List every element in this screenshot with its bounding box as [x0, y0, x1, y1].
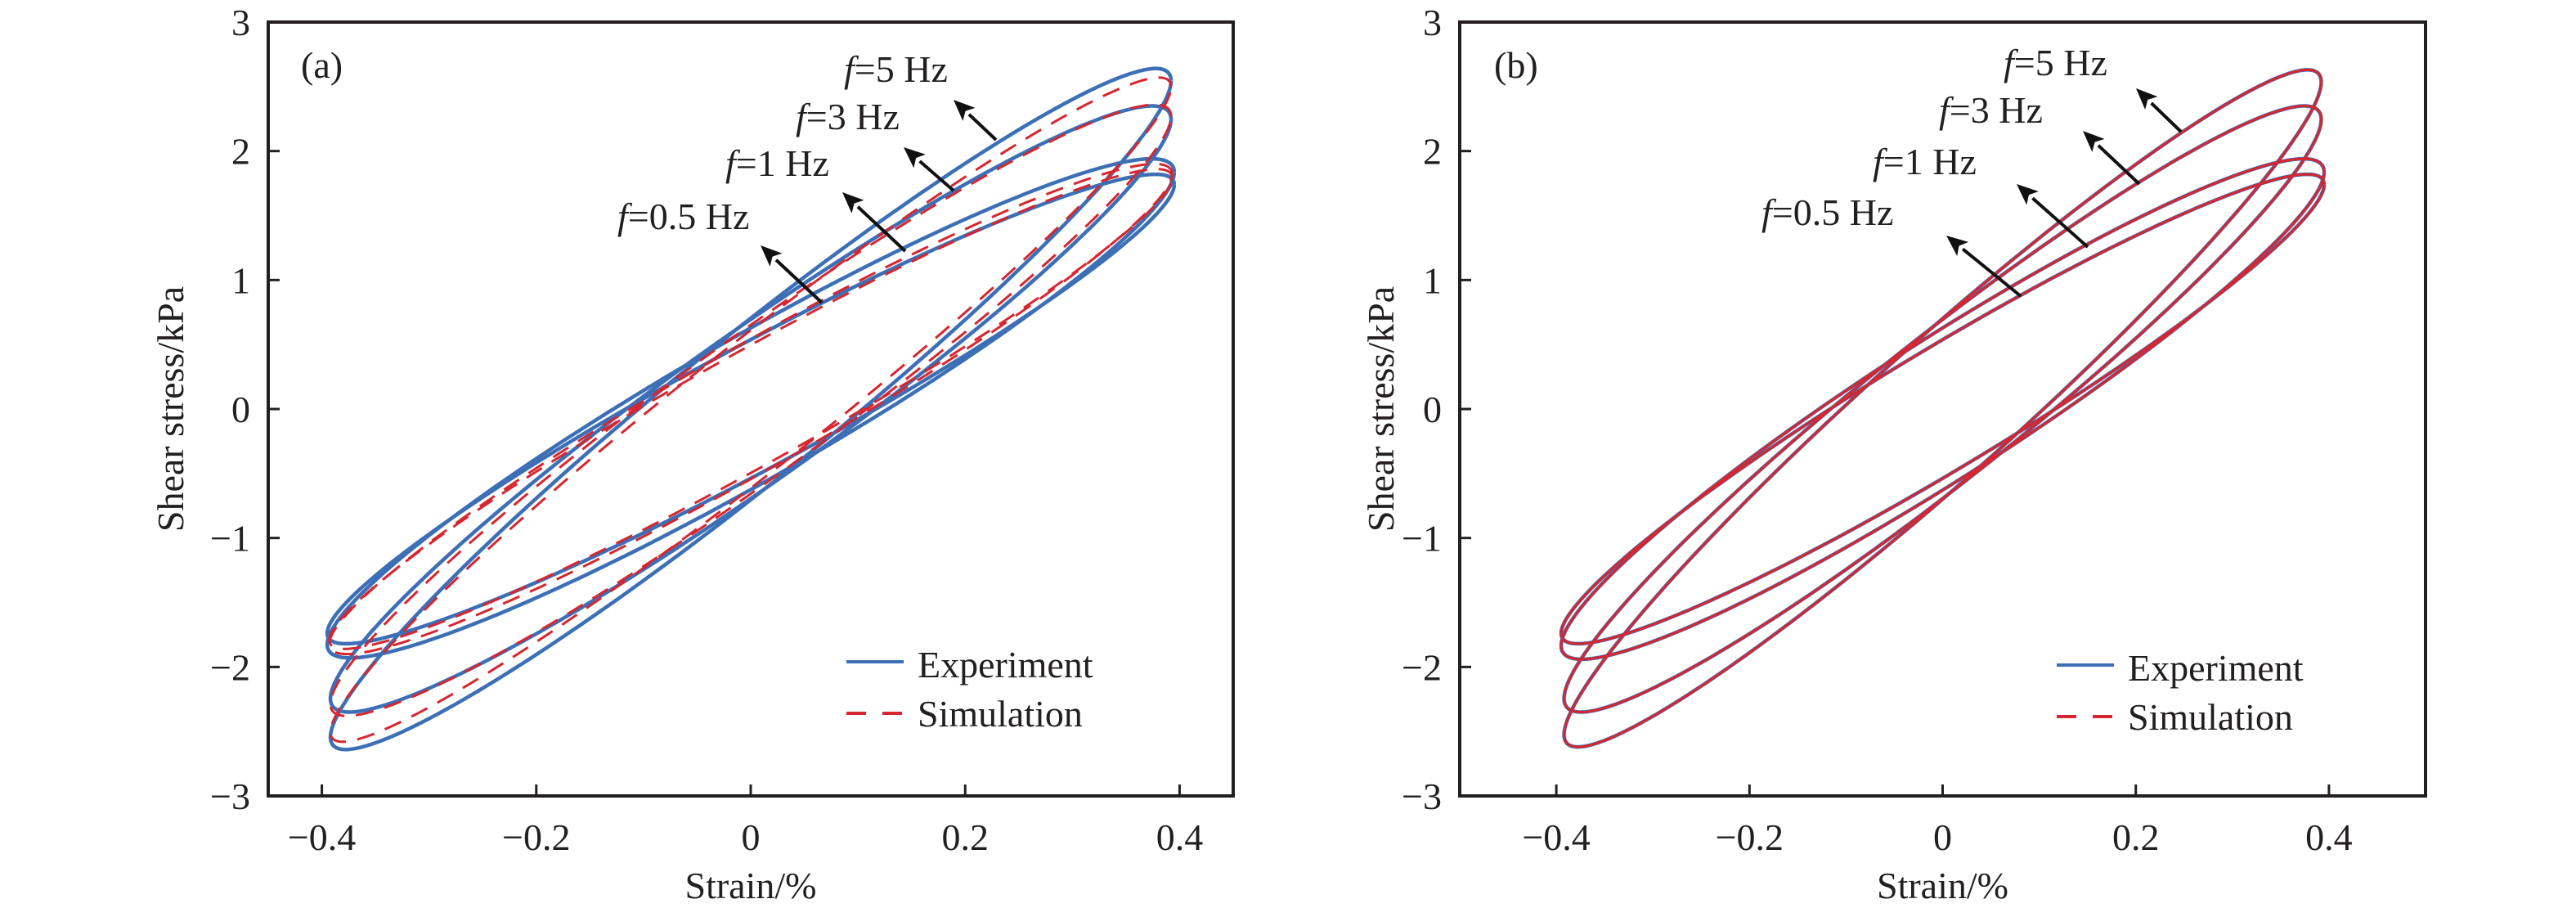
panel-label: (a)	[301, 44, 343, 86]
y-axis-label: Shear stress/kPa	[1360, 286, 1402, 532]
simulation-loop-3Hz	[329, 103, 1173, 717]
frequency-value: =5 Hz	[855, 48, 948, 90]
y-axis-label: Shear stress/kPa	[150, 286, 191, 532]
arrowhead-icon	[954, 100, 976, 121]
panel-label: (b)	[1494, 44, 1538, 86]
arrowhead-icon	[761, 245, 783, 267]
simulation-loop-5Hz	[1562, 68, 2322, 748]
annotations: f=5 Hz f=3 Hz f=1 Hz f=0.5 Hz	[617, 48, 998, 304]
x-tick-label: 0.2	[941, 816, 989, 858]
y-tick-label: 0	[1423, 389, 1442, 430]
annotation-arrow	[774, 258, 824, 304]
y-tick-label: 2	[1423, 131, 1442, 173]
frequency-value: =5 Hz	[2014, 42, 2107, 83]
arrowhead-icon	[904, 147, 926, 169]
frequency-value: =0.5 Hz	[628, 196, 750, 237]
frequency-annotation: f=3 Hz	[1939, 89, 2043, 131]
x-tick-label: 0.4	[1156, 816, 1204, 858]
legend-experiment-label: Experiment	[918, 644, 1093, 685]
y-tick-label: −1	[1402, 518, 1442, 560]
frequency-annotation: f=5 Hz	[844, 48, 948, 90]
annotation-arrow	[967, 113, 998, 142]
x-axis-label: Strain/%	[685, 865, 817, 906]
frequency-annotation: f=1 Hz	[1873, 141, 1977, 182]
legend-experiment-label: Experiment	[2128, 647, 2304, 689]
annotations: f=5 Hz f=3 Hz f=1 Hz f=0.5 Hz	[1761, 42, 2183, 298]
arrowhead-icon	[842, 192, 864, 214]
annotation-arrow	[856, 205, 907, 253]
experiment-loop-05Hz	[325, 172, 1177, 646]
y-tick-label: −1	[210, 518, 250, 560]
simulation-loop-3Hz	[1562, 105, 2322, 713]
tick-marks	[268, 150, 1181, 796]
loops-layer	[1559, 68, 2327, 749]
y-tick-label: −2	[210, 646, 250, 688]
experiment-loop-1Hz	[1559, 156, 2327, 662]
arrowhead-icon	[2017, 184, 2039, 205]
annotation-arrow	[918, 160, 955, 192]
annotation-arrow	[2097, 144, 2141, 186]
simulation-loop-1Hz	[1560, 157, 2326, 661]
arrowhead-icon	[1946, 236, 1969, 256]
y-tick-label: 1	[231, 259, 250, 301]
experiment-loop-3Hz	[1562, 104, 2323, 714]
legend-simulation-label: Simulation	[2128, 696, 2293, 738]
x-tick-label: −0.4	[1522, 816, 1590, 858]
annotation-arrow	[2150, 101, 2183, 133]
x-axis-label: Strain/%	[1877, 865, 2008, 906]
y-tick-label: 1	[1423, 259, 1442, 301]
frequency-annotation: f=3 Hz	[796, 96, 900, 137]
frequency-value: =1 Hz	[1883, 141, 1977, 182]
y-tick-label: 3	[231, 2, 250, 43]
legend: Experiment Simulation	[846, 644, 1093, 735]
annotation-arrow	[2031, 196, 2089, 249]
tick-labels: −0.4 −0.2 0 0.2 0.4 −3 −2 −1 0 1 2 3	[210, 2, 1203, 858]
x-tick-label: 0.2	[2112, 816, 2160, 858]
y-tick-label: 3	[1423, 2, 1442, 43]
simulation-loop-05Hz	[328, 168, 1174, 650]
tick-labels: −0.4 −0.2 0 0.2 0.4 −3 −2 −1 0 1 2 3	[1402, 2, 2353, 858]
frequency-annotation: f=1 Hz	[725, 142, 829, 184]
frequency-annotation: f=0.5 Hz	[1761, 191, 1893, 233]
tick-marks	[1460, 150, 2331, 796]
x-tick-label: 0	[742, 816, 761, 858]
y-tick-label: 2	[231, 131, 250, 173]
frequency-value: =3 Hz	[1950, 89, 2043, 131]
frequency-value: =0.5 Hz	[1772, 191, 1894, 233]
x-tick-label: −0.2	[1716, 816, 1784, 858]
frequency-annotation: f=5 Hz	[2004, 42, 2107, 83]
y-tick-label: 0	[231, 389, 250, 430]
experiment-loop-1Hz	[325, 156, 1177, 660]
x-tick-label: 0.4	[2305, 816, 2353, 858]
arrowhead-icon	[2083, 131, 2105, 152]
arrowhead-icon	[2136, 88, 2158, 110]
simulation-loop-5Hz	[329, 76, 1173, 744]
frequency-value: =1 Hz	[736, 142, 829, 184]
x-tick-label: 0	[1933, 816, 1952, 858]
y-tick-label: −3	[1402, 775, 1442, 817]
panel-b: −0.4 −0.2 0 0.2 0.4 −3 −2 −1 0 1 2 3 (b) Strain/% S…	[1360, 2, 2427, 906]
simulation-loop-05Hz	[1560, 173, 2326, 645]
legend-simulation-label: Simulation	[918, 693, 1083, 735]
y-tick-label: −2	[1402, 646, 1442, 688]
frequency-annotation: f=0.5 Hz	[617, 196, 749, 237]
x-tick-label: −0.2	[502, 816, 570, 858]
y-tick-label: −3	[210, 775, 250, 817]
loops-layer	[325, 66, 1177, 752]
legend: Experiment Simulation	[2057, 647, 2304, 738]
annotation-arrow	[1961, 247, 2022, 298]
x-tick-label: −0.4	[288, 816, 356, 858]
experiment-loop-3Hz	[328, 104, 1174, 714]
panel-a: −0.4 −0.2 0 0.2 0.4 −3 −2 −1 0 1 2 3 (a) Strain/% S…	[150, 2, 1235, 906]
frequency-value: =3 Hz	[806, 96, 900, 137]
